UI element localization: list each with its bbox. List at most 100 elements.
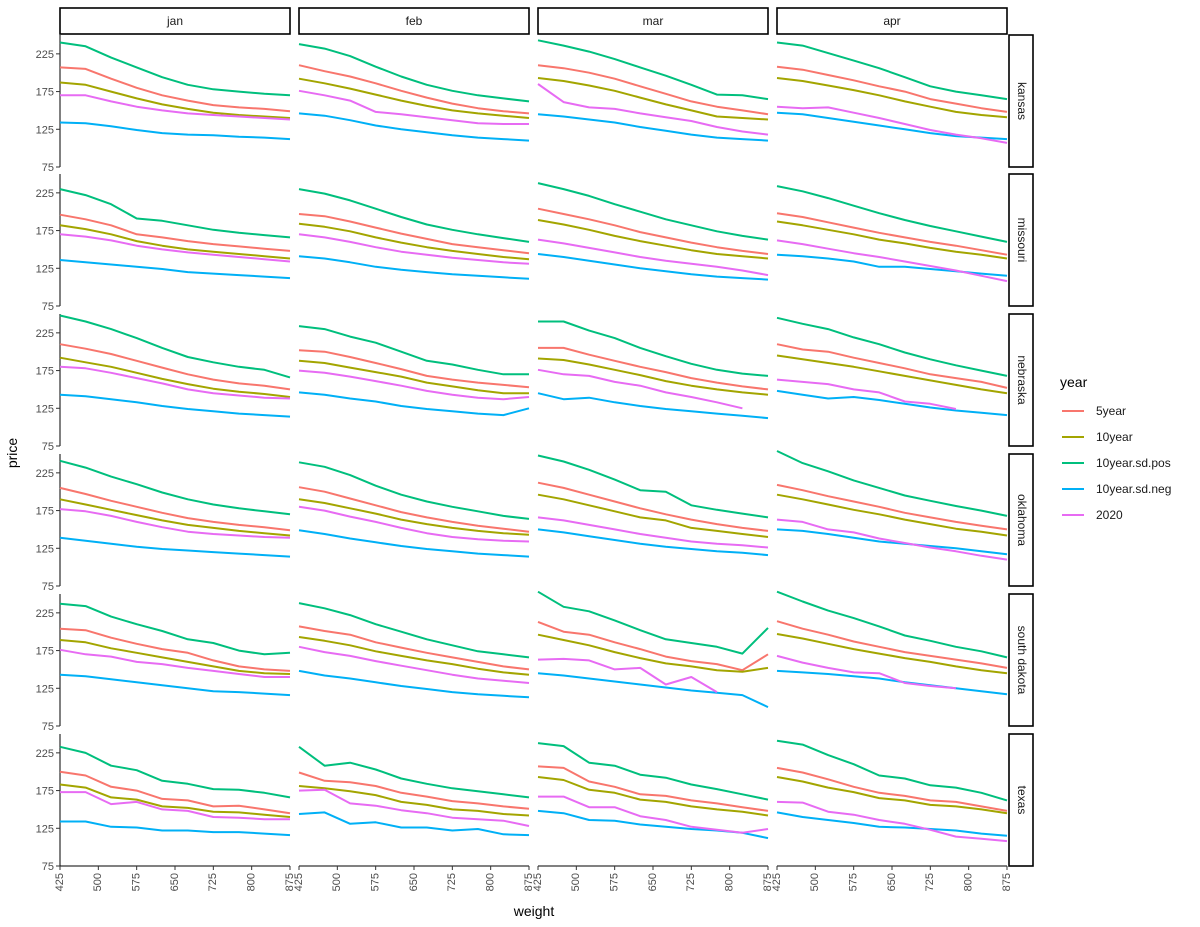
series-line-10year <box>59 498 291 537</box>
series-line-10year-sd-pos <box>298 188 530 243</box>
legend-title: year <box>1060 374 1088 390</box>
y-tick-label: 125 <box>36 683 54 695</box>
x-tick-label: 725 <box>207 873 219 891</box>
x-tick-label: 875 <box>1001 873 1013 891</box>
panel-kansas-apr <box>776 41 1008 144</box>
column-strip-label: mar <box>643 14 664 28</box>
series-line-10year-sd-neg <box>776 811 1008 837</box>
series-line-2020 <box>59 508 291 539</box>
series-line-10year-sd-pos <box>776 450 1008 517</box>
x-tick-label: 575 <box>370 873 382 891</box>
series-line-10year-sd-pos <box>537 182 769 241</box>
x-tick-label: 800 <box>485 873 497 891</box>
legend-label: 10year.sd.pos <box>1096 456 1171 470</box>
series-line-2020 <box>298 89 529 125</box>
series-line-5year <box>59 66 291 113</box>
series-line-10year <box>59 783 291 818</box>
x-tick-label: 650 <box>169 873 181 891</box>
panel-south-dakota-mar <box>537 590 769 709</box>
column-strip-mar: mar <box>537 7 769 35</box>
series-line-10year <box>59 356 291 398</box>
series-line-5year <box>537 765 769 812</box>
panel-missouri-feb <box>298 188 530 280</box>
x-tick-label: 650 <box>647 873 659 891</box>
row-strip-label: nebraska <box>1015 355 1029 405</box>
series-line-10year <box>298 498 530 536</box>
series-line-10year-sd-neg <box>537 113 769 142</box>
series-line-10year-sd-pos <box>59 745 291 799</box>
series-line-2020 <box>59 648 290 678</box>
legend-label: 10year.sd.neg <box>1096 482 1171 496</box>
x-axis-feb: 425 500 575 650 725 800 875 <box>293 865 535 891</box>
panel-texas-apr <box>776 739 1008 843</box>
strip-box <box>776 7 1008 35</box>
row-strip-texas: texas <box>1008 733 1034 867</box>
series-line-10year-sd-pos <box>776 739 1008 802</box>
strip-box <box>1008 593 1034 727</box>
row-strip-label: missouri <box>1015 218 1029 263</box>
series-line-10year-sd-neg <box>776 669 1008 696</box>
y-tick-label: 75 <box>42 581 54 593</box>
series-line-10year <box>298 636 530 676</box>
series-line-10year-sd-neg <box>59 536 291 558</box>
legend-item-10year-sd-pos: 10year.sd.pos <box>1062 456 1171 470</box>
series-line-2020 <box>537 238 769 277</box>
series-line-10year-sd-pos <box>59 602 291 656</box>
panel-oklahoma-apr <box>776 450 1008 561</box>
x-tick-label: 425 <box>532 873 544 891</box>
panel-texas-feb <box>298 745 530 837</box>
series-line-5year <box>776 212 1008 256</box>
row-strip-label: oklahoma <box>1015 494 1029 546</box>
series-line-5year <box>59 770 291 815</box>
y-tick-label: 75 <box>42 441 54 453</box>
series-line-5year <box>59 627 291 672</box>
x-tick-label: 500 <box>809 873 821 891</box>
x-tick-label: 800 <box>963 873 975 891</box>
series-line-10year-sd-neg <box>298 529 530 558</box>
y-tick-label: 175 <box>36 366 54 378</box>
series-line-10year <box>298 222 530 261</box>
strip-box <box>537 7 769 35</box>
series-line-10year-sd-neg <box>776 389 1008 417</box>
series-line-5year <box>298 625 530 671</box>
series-line-5year <box>298 349 530 389</box>
series-line-2020 <box>59 233 291 263</box>
panel-south-dakota-jan <box>59 602 291 697</box>
series-line-5year <box>298 213 530 255</box>
series-line-10year <box>59 639 291 675</box>
series-line-2020 <box>537 368 743 410</box>
column-strip-label: feb <box>406 14 423 28</box>
column-strip-label: jan <box>166 14 183 28</box>
panel-missouri-jan <box>59 188 291 280</box>
series-line-10year-sd-neg <box>59 673 291 697</box>
series-line-10year <box>298 785 530 817</box>
y-tick-label: 225 <box>36 608 54 620</box>
series-line-5year <box>537 481 769 532</box>
y-axis-south-dakota: 75 125 175 225 <box>36 594 61 733</box>
row-strip-label: texas <box>1015 786 1029 815</box>
y-tick-label: 125 <box>36 263 54 275</box>
row-strip-missouri: missouri <box>1008 173 1034 307</box>
series-line-10year-sd-neg <box>59 121 291 141</box>
x-tick-label: 800 <box>246 873 258 891</box>
y-tick-label: 125 <box>36 543 54 555</box>
series-line-10year <box>537 357 769 396</box>
panel-south-dakota-apr <box>776 590 1008 696</box>
panel-oklahoma-mar <box>537 454 769 557</box>
series-line-10year-sd-neg <box>298 112 530 142</box>
series-line-10year <box>776 633 1008 675</box>
column-strip-feb: feb <box>298 7 530 35</box>
x-tick-label: 425 <box>293 873 305 891</box>
x-tick-label: 725 <box>446 873 458 891</box>
series-line-10year-sd-pos <box>298 745 530 799</box>
series-line-10year-sd-pos <box>537 590 769 655</box>
panel-texas-mar <box>537 742 769 840</box>
series-line-5year <box>59 343 291 391</box>
x-tick-label: 500 <box>570 873 582 891</box>
series-line-10year-sd-neg <box>537 392 769 420</box>
x-tick-label: 875 <box>523 873 535 891</box>
y-tick-label: 75 <box>42 301 54 313</box>
series-line-10year-sd-neg <box>298 811 530 837</box>
y-axis-oklahoma: 75 125 175 225 <box>36 454 61 593</box>
series-line-10year <box>776 220 1008 260</box>
